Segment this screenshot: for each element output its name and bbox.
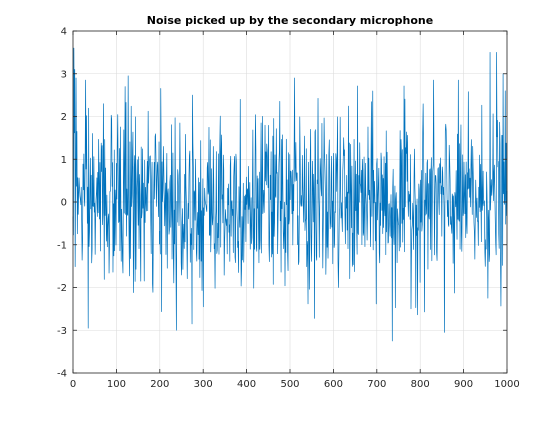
y-tick-label: 0 [61, 198, 67, 209]
chart-title: Noise picked up by the secondary microph… [147, 14, 433, 27]
x-tick-label: 1000 [494, 379, 519, 390]
x-tick-label: 900 [454, 379, 473, 390]
y-tick-label: 3 [61, 69, 67, 80]
x-tick-label: 800 [411, 379, 430, 390]
x-tick-label: 700 [367, 379, 386, 390]
y-tick-label: -4 [57, 369, 67, 380]
x-tick-label: 400 [237, 379, 256, 390]
x-tick-label: 500 [280, 379, 299, 390]
y-axis: -4 -3 -2 -1 0 1 2 3 4 [57, 27, 507, 380]
y-tick-label: -2 [57, 283, 67, 294]
y-tick-label: 4 [61, 27, 67, 38]
x-tick-label: 0 [70, 379, 76, 390]
series [72, 47, 508, 342]
x-tick-label: 300 [194, 379, 213, 390]
y-tick-label: -1 [57, 240, 67, 251]
x-tick-label: 200 [150, 379, 169, 390]
y-tick-label: -3 [57, 326, 67, 337]
x-axis: 0 100 200 300 400 500 600 700 800 900 1000 [70, 31, 520, 390]
y-tick-label: 2 [61, 112, 67, 123]
x-tick-label: 100 [107, 379, 126, 390]
x-tick-label: 600 [324, 379, 343, 390]
noise-series-line [72, 47, 508, 342]
y-tick-label: 1 [61, 155, 67, 166]
